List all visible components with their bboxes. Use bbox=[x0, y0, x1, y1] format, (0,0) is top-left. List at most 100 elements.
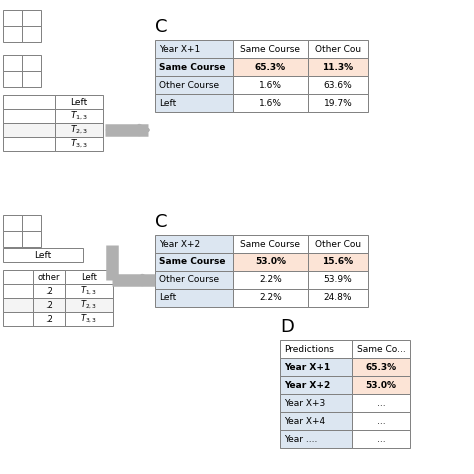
Bar bbox=[352, 412, 410, 430]
Bar bbox=[233, 76, 308, 94]
Bar bbox=[155, 289, 233, 307]
Bar bbox=[3, 10, 22, 26]
Text: Year X+1: Year X+1 bbox=[159, 45, 200, 54]
Bar bbox=[3, 312, 33, 326]
Text: Year X+3: Year X+3 bbox=[284, 399, 325, 408]
Bar bbox=[280, 358, 352, 376]
Bar bbox=[3, 95, 55, 109]
Bar bbox=[308, 40, 368, 58]
Text: .2: .2 bbox=[45, 315, 53, 323]
Text: $T_{1,3}$: $T_{1,3}$ bbox=[81, 285, 98, 297]
Text: 53.0%: 53.0% bbox=[255, 257, 286, 266]
Bar bbox=[280, 430, 352, 448]
Bar bbox=[22, 231, 41, 247]
Text: Other Cou: Other Cou bbox=[315, 239, 361, 248]
Bar bbox=[55, 95, 103, 109]
Bar bbox=[3, 215, 22, 231]
Bar bbox=[233, 271, 308, 289]
Bar bbox=[3, 71, 22, 87]
Bar bbox=[3, 109, 55, 123]
Text: $T_{1,3}$: $T_{1,3}$ bbox=[70, 110, 88, 122]
Bar bbox=[33, 270, 65, 284]
Text: Other Cou: Other Cou bbox=[315, 45, 361, 54]
Bar bbox=[55, 123, 103, 137]
Bar bbox=[308, 271, 368, 289]
Bar bbox=[65, 270, 113, 284]
Bar bbox=[233, 253, 308, 271]
Bar bbox=[155, 253, 233, 271]
Text: ...: ... bbox=[377, 399, 385, 408]
Text: 65.3%: 65.3% bbox=[365, 363, 397, 372]
Text: Other Course: Other Course bbox=[159, 81, 219, 90]
Text: Left: Left bbox=[35, 250, 52, 259]
Text: Year ....: Year .... bbox=[284, 435, 318, 444]
Text: $T_{3,3}$: $T_{3,3}$ bbox=[81, 313, 98, 325]
Text: ...: ... bbox=[377, 435, 385, 444]
Text: Left: Left bbox=[159, 293, 176, 302]
Text: 63.6%: 63.6% bbox=[324, 81, 352, 90]
Text: Same Co...: Same Co... bbox=[356, 345, 405, 354]
Text: 24.8%: 24.8% bbox=[324, 293, 352, 302]
Bar bbox=[155, 271, 233, 289]
Bar bbox=[308, 94, 368, 112]
Bar bbox=[65, 284, 113, 298]
Bar bbox=[280, 340, 352, 358]
Bar bbox=[3, 123, 55, 137]
Text: Year X+2: Year X+2 bbox=[284, 381, 330, 390]
Text: 2.2%: 2.2% bbox=[259, 275, 282, 284]
Text: 65.3%: 65.3% bbox=[255, 63, 286, 72]
Text: D: D bbox=[280, 318, 294, 336]
Bar bbox=[352, 376, 410, 394]
Bar bbox=[233, 40, 308, 58]
Bar bbox=[3, 231, 22, 247]
Text: 11.3%: 11.3% bbox=[322, 63, 354, 72]
Bar bbox=[280, 412, 352, 430]
Text: .2: .2 bbox=[45, 301, 53, 310]
Text: 53.9%: 53.9% bbox=[324, 275, 352, 284]
Bar bbox=[233, 94, 308, 112]
Text: Same Course: Same Course bbox=[159, 63, 226, 72]
Text: Same Course: Same Course bbox=[240, 45, 301, 54]
Text: $T_{2,3}$: $T_{2,3}$ bbox=[70, 124, 88, 136]
Bar bbox=[155, 94, 233, 112]
Bar bbox=[3, 55, 22, 71]
Bar bbox=[22, 215, 41, 231]
Text: 1.6%: 1.6% bbox=[259, 99, 282, 108]
Bar bbox=[22, 10, 41, 26]
Bar bbox=[3, 137, 55, 151]
Bar bbox=[3, 298, 33, 312]
Bar bbox=[155, 40, 233, 58]
Text: Same Course: Same Course bbox=[240, 239, 301, 248]
Text: Year X+4: Year X+4 bbox=[284, 417, 325, 426]
Bar bbox=[155, 58, 233, 76]
Bar bbox=[33, 312, 65, 326]
Bar bbox=[55, 137, 103, 151]
Bar bbox=[308, 235, 368, 253]
Text: Year X+1: Year X+1 bbox=[284, 363, 330, 372]
Bar bbox=[3, 284, 33, 298]
Text: other: other bbox=[38, 273, 60, 282]
Bar bbox=[3, 270, 33, 284]
Bar bbox=[3, 248, 83, 262]
Bar bbox=[233, 58, 308, 76]
Text: .2: .2 bbox=[45, 286, 53, 295]
Bar bbox=[352, 358, 410, 376]
Text: 2.2%: 2.2% bbox=[259, 293, 282, 302]
Bar bbox=[352, 430, 410, 448]
Bar bbox=[280, 376, 352, 394]
Bar bbox=[308, 58, 368, 76]
Text: 53.0%: 53.0% bbox=[365, 381, 396, 390]
Text: Year X+2: Year X+2 bbox=[159, 239, 200, 248]
Bar bbox=[308, 76, 368, 94]
Bar bbox=[65, 312, 113, 326]
Bar bbox=[308, 253, 368, 271]
Bar bbox=[155, 76, 233, 94]
Bar bbox=[233, 289, 308, 307]
Text: 1.6%: 1.6% bbox=[259, 81, 282, 90]
Text: C: C bbox=[155, 213, 167, 231]
Bar bbox=[55, 109, 103, 123]
Text: Left: Left bbox=[70, 98, 88, 107]
Bar bbox=[65, 298, 113, 312]
Bar bbox=[352, 340, 410, 358]
Text: Left: Left bbox=[81, 273, 97, 282]
